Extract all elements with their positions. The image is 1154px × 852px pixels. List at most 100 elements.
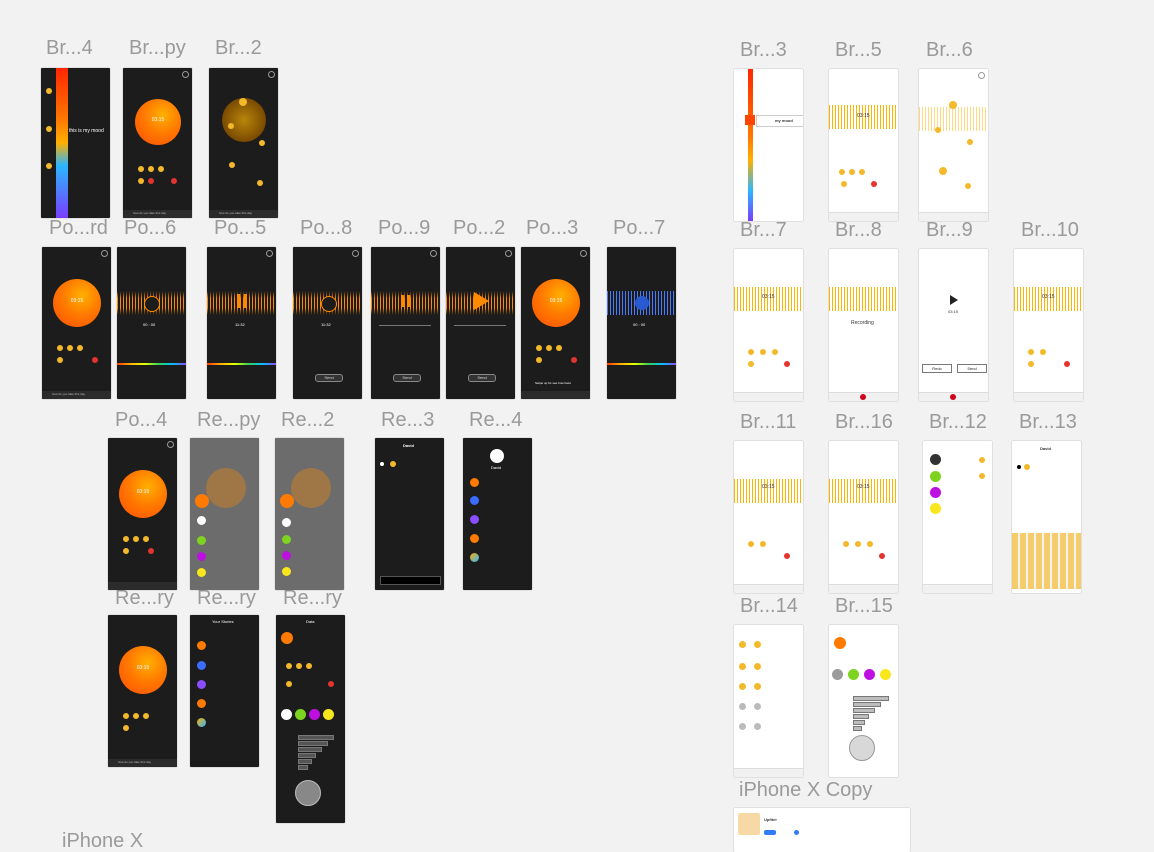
emoji-icon[interactable] [138, 178, 144, 184]
artboard-repy[interactable] [190, 438, 259, 590]
record-button[interactable] [860, 394, 866, 400]
emoji-icon[interactable] [772, 349, 778, 355]
profile-icon[interactable] [182, 71, 189, 78]
emoji-icon[interactable] [123, 536, 129, 542]
artboard-label[interactable]: Po...6 [124, 217, 177, 239]
artboard-label[interactable]: Re...ry [283, 587, 342, 609]
response-purple[interactable] [864, 669, 875, 680]
profile-icon[interactable] [352, 250, 359, 257]
artboard-label[interactable]: Br...2 [215, 37, 262, 59]
artboard-label[interactable]: Re...ry [197, 587, 256, 609]
artboard-br11[interactable]: 03:15 [734, 441, 803, 593]
response-yellow[interactable] [197, 568, 206, 577]
response-white[interactable] [282, 518, 291, 527]
artboard-label[interactable]: Br...6 [926, 39, 973, 61]
emoji-icon[interactable] [843, 541, 849, 547]
response-white[interactable] [281, 709, 292, 720]
artboard-po6[interactable]: 00 : 00 [117, 247, 186, 399]
heart-icon[interactable] [328, 681, 334, 687]
emoji-icon[interactable] [1028, 349, 1034, 355]
artboard-label[interactable]: Po...8 [300, 217, 353, 239]
avatar[interactable] [490, 449, 504, 463]
emoji-icon[interactable] [1028, 361, 1034, 367]
emoji-icon[interactable] [754, 663, 761, 670]
artboard-re2[interactable] [275, 438, 344, 590]
emoji-icon[interactable] [228, 123, 234, 129]
record-button[interactable] [635, 296, 649, 310]
emoji-icon[interactable] [536, 357, 542, 363]
message-input[interactable] [380, 576, 441, 585]
emoji-icon[interactable] [57, 345, 63, 351]
emoji-icon[interactable] [754, 641, 761, 648]
response-purple[interactable] [309, 709, 320, 720]
mood-spectrum[interactable] [56, 68, 68, 218]
mood-orb[interactable]: 03:15 [53, 279, 101, 327]
emoji-icon[interactable] [67, 345, 73, 351]
artboard-label[interactable]: Re...2 [281, 409, 335, 431]
play-icon[interactable] [474, 292, 489, 310]
emoji-icon[interactable] [46, 126, 52, 132]
emoji-icon[interactable] [754, 703, 761, 710]
artboard-po2[interactable]: Send [446, 247, 515, 399]
mood-handle[interactable] [745, 115, 755, 125]
emoji-icon[interactable] [57, 357, 63, 363]
artboard-label[interactable]: Br...10 [1021, 219, 1079, 241]
artboard-po5[interactable]: 11:32 [207, 247, 276, 399]
artboard-label[interactable]: Po...rd [49, 217, 108, 239]
story-dot[interactable] [1017, 465, 1021, 469]
story-item[interactable] [470, 553, 479, 562]
emoji-icon[interactable] [239, 98, 247, 106]
story-item[interactable] [197, 641, 206, 650]
send-button[interactable]: Send [957, 364, 987, 373]
emoji-icon[interactable] [739, 683, 746, 690]
artboard-po7[interactable]: 00 : 00 [607, 247, 676, 399]
story-item[interactable] [197, 699, 206, 708]
profile-icon[interactable] [580, 250, 587, 257]
profile-icon[interactable] [101, 250, 108, 257]
send-button[interactable]: Send [315, 374, 343, 382]
response-green[interactable] [930, 471, 941, 482]
artboard-label[interactable]: Br...9 [926, 219, 973, 241]
progress-bar[interactable] [379, 325, 431, 326]
mood-orb[interactable]: 03:15 [119, 646, 167, 694]
profile-icon[interactable] [430, 250, 437, 257]
artboard-iphonex-copy[interactable]: Upfiter [734, 808, 910, 852]
record-button[interactable] [144, 296, 160, 312]
artboard-rery1[interactable]: 03:15 how do you take this day [108, 615, 177, 767]
artboard-label[interactable]: Po...7 [613, 217, 666, 239]
response-yellow[interactable] [880, 669, 891, 680]
record-button[interactable] [321, 296, 337, 312]
artboard-br12[interactable] [923, 441, 992, 593]
artboard-label[interactable]: Br...13 [1019, 411, 1077, 433]
artboard-label[interactable]: Po...3 [526, 217, 579, 239]
story-item[interactable] [470, 478, 479, 487]
artboard-label[interactable]: Po...5 [214, 217, 267, 239]
emoji-icon[interactable] [748, 541, 754, 547]
artboard-po4[interactable]: 03:15 [108, 438, 177, 590]
artboard-label[interactable]: Po...4 [115, 409, 168, 431]
response-white[interactable] [197, 516, 206, 525]
story-item[interactable] [197, 718, 206, 727]
mood-slider[interactable] [207, 363, 276, 365]
artboard-br9[interactable]: 03:15 Redo Send [919, 249, 988, 401]
emoji-icon[interactable] [123, 548, 129, 554]
emoji-icon[interactable] [1024, 464, 1030, 470]
pause-icon[interactable] [407, 295, 410, 307]
heart-icon[interactable] [171, 178, 177, 184]
response-yellow[interactable] [282, 567, 291, 576]
heart-icon[interactable] [871, 181, 877, 187]
response-black[interactable] [930, 454, 941, 465]
emoji-icon[interactable] [138, 166, 144, 172]
artboard-brpy[interactable]: 03:15 how do you take this day [123, 68, 192, 218]
mood-slider[interactable] [117, 363, 186, 365]
pause-icon[interactable] [237, 294, 240, 308]
artboard-br2[interactable]: how do you take this day [209, 68, 278, 218]
emoji-icon[interactable] [739, 663, 746, 670]
response-purple[interactable] [197, 552, 206, 561]
play-icon[interactable] [950, 295, 958, 305]
heart-icon[interactable] [784, 553, 790, 559]
heart-icon[interactable] [92, 357, 98, 363]
emoji-icon[interactable] [965, 183, 971, 189]
story-dot[interactable] [380, 462, 384, 466]
artboard-label[interactable]: Re...py [197, 409, 261, 431]
